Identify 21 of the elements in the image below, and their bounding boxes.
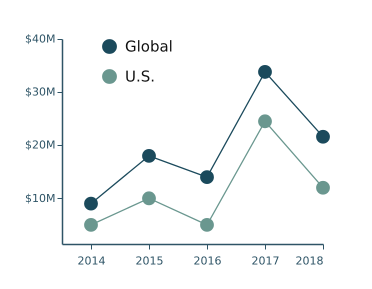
point <box>142 148 156 163</box>
point <box>258 65 272 79</box>
x-tick-label: 2018 <box>296 254 324 268</box>
y-tick-label: $30M <box>25 86 56 99</box>
point <box>142 191 156 206</box>
point <box>200 218 214 232</box>
point <box>316 180 330 195</box>
point <box>84 218 98 232</box>
point <box>258 114 272 128</box>
x-tick-label: 2015 <box>136 254 164 268</box>
x-tick-label: 2017 <box>252 254 280 268</box>
legend-label: Global <box>125 38 173 56</box>
x-tick-label: 2014 <box>78 254 106 268</box>
point <box>316 130 330 144</box>
point <box>200 170 214 184</box>
y-tick-label: $40M <box>25 32 56 46</box>
y-tick-label: $20M <box>25 138 56 152</box>
legend-label: U.S. <box>125 68 156 86</box>
y-tick-label: $10M <box>25 192 56 205</box>
point <box>84 196 98 211</box>
x-tick-label: 2016 <box>194 254 222 268</box>
